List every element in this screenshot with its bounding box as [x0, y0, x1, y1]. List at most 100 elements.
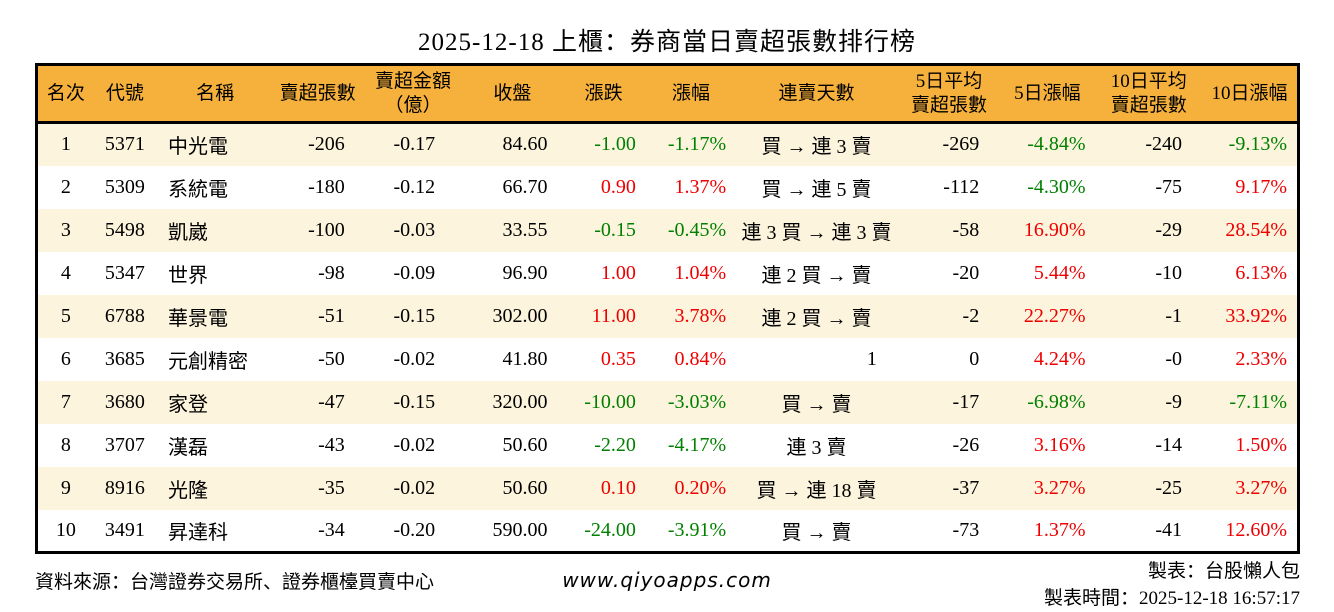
- cell-rank: 9: [60, 476, 71, 499]
- cell-avg5: -58: [952, 218, 980, 241]
- cell-sell_volume: -206: [308, 133, 345, 156]
- cell-pct10: -7.11%: [1229, 390, 1287, 413]
- column-label-line2: 賣超張數: [1110, 94, 1187, 116]
- cell-rank: 7: [60, 390, 71, 413]
- table-row: 7 3680 家登 -47 -0.15 320.00 -10.00 -3.03% 買 → 賣 -1…: [36, 380, 1299, 424]
- cell-rank: 1: [60, 133, 71, 156]
- table-row: 10 3491 昇達科 -34 -0.20 590.00 -24.00 -3.91% 買 → 賣…: [36, 509, 1299, 553]
- column-label: 賣超張數: [279, 82, 356, 104]
- cell-close: 33.55: [502, 218, 548, 241]
- column-header-streak: 連賣天數: [734, 64, 899, 124]
- cell-sell_amount: -0.02: [393, 433, 436, 456]
- cell-avg10: -14: [1155, 433, 1182, 456]
- cell-avg5: -20: [952, 261, 980, 284]
- cell-pct5: -6.98%: [1027, 390, 1086, 413]
- cell-rank: 2: [60, 175, 71, 198]
- column-header-close: 收盤: [465, 64, 560, 124]
- cell-avg5: -269: [942, 133, 980, 156]
- cell-sell_volume: -35: [318, 476, 345, 499]
- column-header-pct10: 10日漲幅: [1202, 64, 1299, 124]
- cell-streak: 連 3 買 → 連 3 賣: [741, 221, 892, 244]
- table-row: 8 3707 漢磊 -43 -0.02 50.60 -2.20 -4.17% 連 3 賣 -26 3…: [36, 423, 1299, 467]
- cell-pct5: 4.24%: [1033, 347, 1086, 370]
- cell-code: 3685: [104, 347, 145, 370]
- column-label: 賣超金額: [374, 70, 451, 92]
- column-header-sell_volume: 賣超張數: [274, 64, 361, 124]
- cell-sell_volume: -47: [318, 390, 345, 413]
- cell-pct10: 33.92%: [1225, 304, 1287, 327]
- column-header-avg5: 5日平均 賣超張數: [898, 64, 1000, 124]
- cell-avg10: -75: [1155, 175, 1182, 198]
- cell-close: 41.80: [502, 347, 548, 370]
- cell-sell_volume: -100: [308, 218, 345, 241]
- column-label: 漲幅: [672, 82, 711, 104]
- cell-sell_volume: -34: [318, 518, 345, 541]
- cell-sell_volume: -51: [318, 304, 345, 327]
- table-row: 9 8916 光隆 -35 -0.02 50.60 0.10 0.20% 買 → 連 18 賣 -…: [36, 466, 1299, 510]
- cell-sell_amount: -0.15: [393, 304, 436, 327]
- made-at-timestamp: 製表時間：2025-12-18 16:57:17: [1044, 588, 1300, 609]
- cell-code: 3491: [104, 518, 145, 541]
- cell-change: 11.00: [591, 304, 636, 327]
- cell-avg5: -73: [952, 518, 980, 541]
- table-row: 3 5498 凱崴 -100 -0.03 33.55 -0.15 -0.45% 連 3 買 → …: [36, 208, 1299, 252]
- cell-pct10: 9.17%: [1235, 175, 1287, 198]
- cell-sell_amount: -0.03: [393, 218, 436, 241]
- cell-change: 0.35: [600, 347, 636, 370]
- cell-pct10: 6.13%: [1235, 261, 1287, 284]
- cell-code: 5309: [104, 175, 145, 198]
- column-header-pct5: 5日漲幅: [999, 64, 1096, 124]
- cell-code: 8916: [104, 476, 145, 499]
- cell-close: 302.00: [492, 304, 548, 327]
- cell-avg5: -26: [952, 433, 980, 456]
- column-label: 10日漲幅: [1211, 82, 1288, 104]
- cell-close: 96.90: [502, 261, 548, 284]
- cell-streak: 連 2 買 → 賣: [761, 264, 872, 287]
- cell-name: 系統電: [167, 178, 228, 201]
- cell-sell_amount: -0.20: [393, 518, 436, 541]
- cell-change: 0.90: [600, 175, 636, 198]
- cell-code: 3707: [104, 433, 145, 456]
- cell-avg10: -29: [1155, 218, 1182, 241]
- cell-avg10: -10: [1155, 261, 1182, 284]
- cell-change_pct: -3.91%: [667, 518, 727, 541]
- cell-avg10: -9: [1165, 390, 1182, 413]
- cell-close: 66.70: [502, 175, 548, 198]
- table-row: 5 6788 華景電 -51 -0.15 302.00 11.00 3.78% 連 2 買 → …: [36, 294, 1299, 338]
- cell-name: 中光電: [167, 136, 228, 159]
- cell-pct5: 16.90%: [1023, 218, 1086, 241]
- cell-streak: 1: [866, 347, 877, 370]
- cell-pct5: 3.27%: [1033, 476, 1086, 499]
- cell-name: 元創精密: [167, 350, 248, 373]
- cell-close: 84.60: [502, 133, 548, 156]
- column-header-rank: 名次: [36, 64, 94, 124]
- table-row: 1 5371 中光電 -206 -0.17 84.60 -1.00 -1.17% 買 → 連 3…: [36, 122, 1299, 166]
- cell-change: 1.00: [600, 261, 636, 284]
- cell-pct5: -4.30%: [1027, 175, 1086, 198]
- cell-change_pct: 1.04%: [674, 261, 727, 284]
- cell-pct10: -9.13%: [1228, 133, 1287, 156]
- cell-code: 5498: [104, 218, 145, 241]
- column-label: 代號: [105, 82, 144, 104]
- cell-avg10: -240: [1145, 133, 1182, 156]
- cell-change_pct: 1.37%: [674, 175, 727, 198]
- ranking-table: 名次 代號 名稱 賣超張數 賣超金額 （億） 收盤 漲跌 漲幅 連賣天數 5日平均 賣超張數 5日漲幅 1…: [35, 63, 1300, 554]
- cell-change_pct: 0.20%: [674, 476, 727, 499]
- cell-name: 凱崴: [167, 221, 208, 244]
- cell-rank: 3: [60, 218, 71, 241]
- column-label: 5日平均: [915, 70, 983, 92]
- cell-streak: 買 → 賣: [781, 521, 852, 544]
- cell-change: -1.00: [594, 133, 636, 156]
- cell-avg5: -37: [952, 476, 980, 499]
- column-header-change_pct: 漲幅: [647, 64, 735, 124]
- page-title: 2025-12-18 上櫃：券商當日賣超張數排行榜: [418, 29, 916, 56]
- website-link: www.qiyoapps.com: [562, 568, 772, 592]
- column-label: 10日平均: [1110, 70, 1187, 92]
- cell-sell_volume: -43: [318, 433, 345, 456]
- cell-name: 家登: [167, 393, 208, 416]
- cell-change: -24.00: [584, 518, 636, 541]
- cell-change: 0.10: [600, 476, 636, 499]
- cell-sell_amount: -0.02: [393, 347, 436, 370]
- cell-rank: 4: [60, 261, 71, 284]
- report-credits: 製表：台股懶人包 製表時間：2025-12-18 16:57:17: [1044, 558, 1300, 612]
